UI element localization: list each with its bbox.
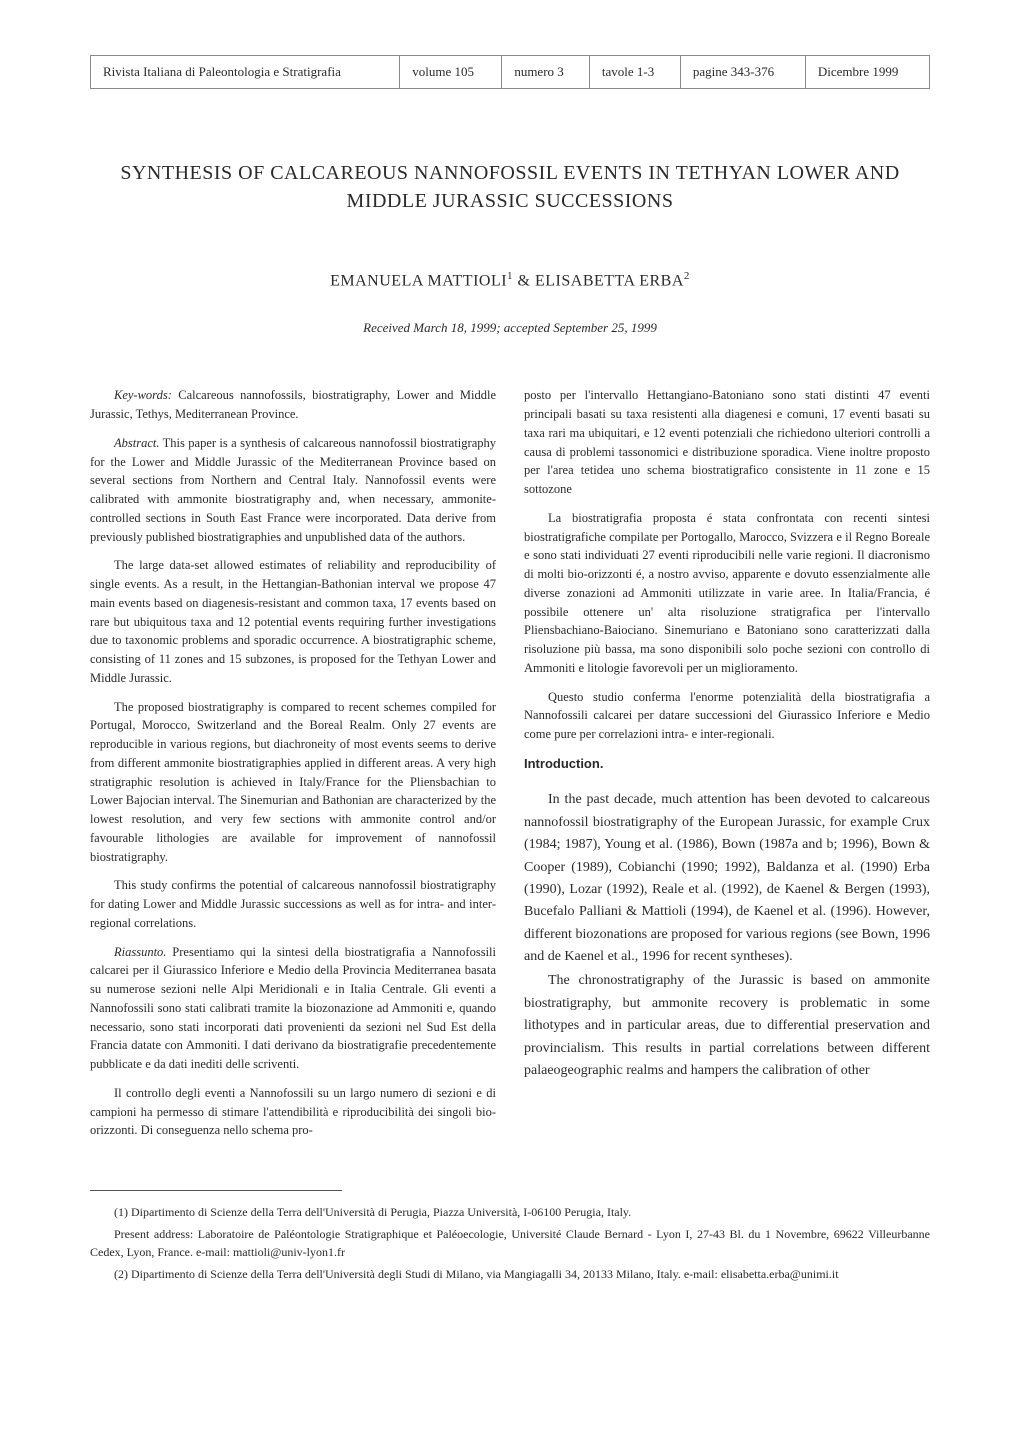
abstract-p1-text: This paper is a synthesis of calcareous … xyxy=(90,436,496,544)
abstract-label: Abstract. xyxy=(114,436,159,450)
footnotes-block: (1) Dipartimento di Scienze della Terra … xyxy=(90,1203,930,1283)
footnote-1: (1) Dipartimento di Scienze della Terra … xyxy=(90,1203,930,1221)
journal-header-table: Rivista Italiana di Paleontologia e Stra… xyxy=(90,55,930,89)
received-dates: Received March 18, 1999; accepted Septem… xyxy=(90,320,930,336)
intro-p1: In the past decade, much attention has b… xyxy=(524,789,930,968)
article-title: SYNTHESIS OF CALCAREOUS NANNOFOSSIL EVEN… xyxy=(90,159,930,215)
footnote-1b: Present address: Laboratoire de Paléonto… xyxy=(90,1225,930,1261)
author-1: EMANUELA MATTIOLI xyxy=(330,272,507,289)
abstract-p4: This study confirms the potential of cal… xyxy=(90,876,496,932)
riassunto-cont-p3: Questo studio conferma l'enorme potenzia… xyxy=(524,688,930,744)
riassunto-cont-p2: La biostratigrafia proposta é stata conf… xyxy=(524,509,930,678)
abstract-p1: Abstract. This paper is a synthesis of c… xyxy=(90,434,496,547)
keywords-para: Key-words: Calcareous nannofossils, bios… xyxy=(90,386,496,424)
two-column-body: Key-words: Calcareous nannofossils, bios… xyxy=(90,386,930,1150)
riassunto-cont-p1: posto per l'intervallo Hettangiano-Baton… xyxy=(524,386,930,499)
footnote-2: (2) Dipartimento di Scienze della Terra … xyxy=(90,1265,930,1283)
introduction-heading: Introduction. xyxy=(524,754,930,774)
abstract-p2: The large data-set allowed estimates of … xyxy=(90,556,496,687)
left-column: Key-words: Calcareous nannofossils, bios… xyxy=(90,386,496,1150)
riassunto-label: Riassunto. xyxy=(114,945,166,959)
date-cell: Dicembre 1999 xyxy=(805,56,929,89)
authors-line: EMANUELA MATTIOLI1 & ELISABETTA ERBA2 xyxy=(90,270,930,290)
riassunto-p1-text: Presentiamo qui la sintesi della biostra… xyxy=(90,945,496,1072)
riassunto-p1: Riassunto. Presentiamo qui la sintesi de… xyxy=(90,943,496,1074)
plates-cell: tavole 1-3 xyxy=(589,56,680,89)
author-2-sup: 2 xyxy=(684,270,690,282)
author-amp: & ELISABETTA ERBA xyxy=(513,272,684,289)
abstract-p3: The proposed biostratigraphy is compared… xyxy=(90,698,496,867)
number-cell: numero 3 xyxy=(502,56,590,89)
page-container: Rivista Italiana di Paleontologia e Stra… xyxy=(0,0,1020,1442)
keywords-label: Key-words: xyxy=(114,388,172,402)
volume-cell: volume 105 xyxy=(400,56,502,89)
right-column: posto per l'intervallo Hettangiano-Baton… xyxy=(524,386,930,1150)
intro-p2: The chronostratigraphy of the Jurassic i… xyxy=(524,970,930,1082)
riassunto-p2: Il controllo degli eventi a Nannofossili… xyxy=(90,1084,496,1140)
introduction-body: In the past decade, much attention has b… xyxy=(524,789,930,1082)
journal-name: Rivista Italiana di Paleontologia e Stra… xyxy=(91,56,400,89)
footnote-rule xyxy=(90,1190,342,1191)
pages-cell: pagine 343-376 xyxy=(680,56,805,89)
